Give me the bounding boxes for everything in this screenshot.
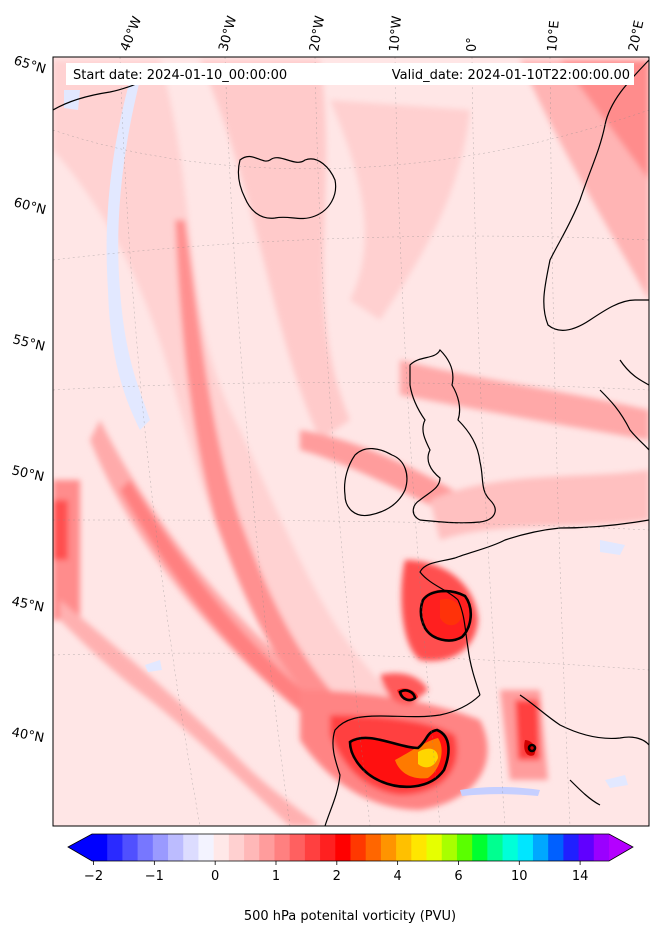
lat-label: 45°N <box>10 594 45 615</box>
map-border <box>52 56 650 827</box>
lon-label: 20°E <box>626 19 647 53</box>
colorbar-cell <box>426 834 443 861</box>
colorbar-cell <box>487 834 504 861</box>
colorbar-cell <box>289 834 306 861</box>
france-coast <box>419 519 649 696</box>
lon-label: 0° <box>465 37 480 52</box>
colorbar-tick-label: 6 <box>454 869 462 884</box>
lon-label: 40°W <box>118 14 145 53</box>
colorbar-tick-label: 10 <box>511 869 528 884</box>
iberia-coast <box>324 694 481 826</box>
colorbar-cell <box>350 834 367 861</box>
lon-label: 10°W <box>387 15 405 52</box>
colorbar-cell <box>548 834 564 861</box>
colorbar-tick-label: 2 <box>333 869 341 884</box>
colorbar-cell <box>335 834 352 861</box>
colorbar-cell <box>441 834 458 861</box>
iceland-coast <box>237 155 337 220</box>
colorbar-cell <box>320 834 336 861</box>
colorbar-label: 500 hPa potenital vorticity (PVU) <box>244 909 456 924</box>
colorbar-cell <box>213 834 230 861</box>
colorbar-cell <box>274 834 291 861</box>
colorbar-cell <box>198 834 215 861</box>
lon-label: 30°W <box>216 14 240 53</box>
lat-labels: 65°N 60°N 55°N 50°N 45°N 40°N <box>10 53 47 746</box>
colorbar-cell <box>304 834 321 861</box>
colorbar-cell <box>380 834 397 861</box>
start-date: Start date: 2024-01-10_00:00:00 <box>73 68 287 83</box>
colorbar-cell <box>107 834 124 861</box>
colorbar-cell <box>259 834 276 861</box>
colorbar-cell <box>502 834 519 861</box>
colorbar-cell <box>152 834 169 861</box>
colorbar-cell <box>563 834 580 861</box>
colorbar-cell <box>365 834 382 861</box>
colorbar-cell <box>456 834 473 861</box>
lat-label: 55°N <box>11 332 46 354</box>
header-box <box>66 63 634 85</box>
colorbar-cell <box>122 834 139 861</box>
colorbar-tick-label: −2 <box>84 869 103 884</box>
lat-label: 65°N <box>12 53 48 77</box>
lon-label: 20°W <box>307 15 328 53</box>
colorbar-cell <box>228 834 245 861</box>
colorbar-cell <box>244 834 260 861</box>
lon-label: 10°E <box>545 20 563 52</box>
ireland-coast <box>343 448 408 517</box>
colorbar-extend-min <box>68 834 92 861</box>
colorbar-cell <box>183 834 200 861</box>
colorbar-cell <box>411 834 428 861</box>
lat-label: 40°N <box>10 725 45 746</box>
colorbar-cell <box>532 834 549 861</box>
colorbar-tick-label: 0 <box>211 869 219 884</box>
colorbar-cell <box>168 834 184 861</box>
lat-label: 50°N <box>10 463 45 485</box>
colorbar-tick-label: 4 <box>393 869 401 884</box>
coastlines <box>53 59 649 826</box>
great-britain-coast <box>409 348 496 524</box>
lon-labels: 40°W 30°W 20°W 10°W 0° 10°E 20°E <box>118 14 648 53</box>
lat-label: 60°N <box>12 195 48 218</box>
colorbar-tick-label: 1 <box>272 869 280 884</box>
colorbar-cell <box>517 834 534 861</box>
colorbar-tick-label: 14 <box>572 869 589 884</box>
graticule <box>53 57 649 826</box>
colorbar-cell <box>593 834 610 861</box>
colorbar-cell <box>92 834 108 861</box>
colorbar-cell <box>472 834 488 861</box>
map-frame <box>53 57 649 826</box>
pv-negative <box>64 80 628 796</box>
scandinavia-coast <box>543 59 649 332</box>
colorbar: −2 −1 0 1 2 4 6 10 14 <box>67 833 634 884</box>
valid-date: Valid_date: 2024-01-10T22:00:00.00 <box>392 68 630 83</box>
colorbar-tick-label: −1 <box>145 869 164 884</box>
colorbar-cell <box>396 834 412 861</box>
colorbar-cell <box>137 834 154 861</box>
pv-contours <box>348 589 537 789</box>
colorbar-cell <box>578 834 595 861</box>
colorbar-extend-max <box>609 834 633 861</box>
